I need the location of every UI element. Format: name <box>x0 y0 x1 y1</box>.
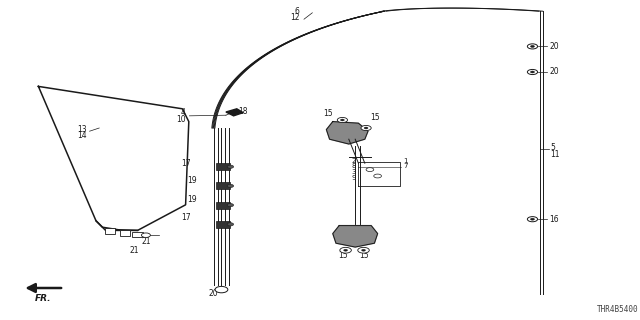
Circle shape <box>227 204 234 207</box>
Text: 4: 4 <box>180 108 186 117</box>
Text: 7: 7 <box>403 164 408 169</box>
Bar <box>120 230 130 236</box>
Circle shape <box>531 218 534 220</box>
Text: 20: 20 <box>549 68 559 76</box>
Text: 8: 8 <box>351 164 356 169</box>
Bar <box>132 232 143 237</box>
Text: 10: 10 <box>176 115 186 124</box>
Text: 1: 1 <box>403 158 408 164</box>
Text: 13: 13 <box>77 125 86 134</box>
Circle shape <box>340 247 351 253</box>
Text: 2: 2 <box>351 158 356 164</box>
Text: 6: 6 <box>294 7 300 16</box>
FancyArrowPatch shape <box>28 284 61 292</box>
Circle shape <box>344 249 348 251</box>
FancyBboxPatch shape <box>216 182 230 189</box>
Circle shape <box>141 233 150 237</box>
Polygon shape <box>333 226 378 247</box>
Circle shape <box>358 247 369 253</box>
Text: 15: 15 <box>338 252 348 260</box>
Circle shape <box>374 174 381 178</box>
Text: 3: 3 <box>351 169 356 175</box>
Text: 14: 14 <box>77 132 86 140</box>
Circle shape <box>527 217 538 222</box>
Circle shape <box>364 127 368 129</box>
Circle shape <box>527 69 538 75</box>
FancyBboxPatch shape <box>216 202 230 209</box>
Text: 11: 11 <box>550 150 560 159</box>
Circle shape <box>337 117 348 123</box>
Polygon shape <box>226 109 243 116</box>
Circle shape <box>227 223 234 226</box>
Text: 12: 12 <box>290 13 300 22</box>
Text: FR.: FR. <box>35 294 52 303</box>
Circle shape <box>531 71 534 73</box>
Text: 21: 21 <box>141 237 150 246</box>
Circle shape <box>366 168 374 172</box>
Polygon shape <box>326 122 368 144</box>
Text: 20: 20 <box>549 42 559 51</box>
Circle shape <box>531 45 534 47</box>
Text: 9: 9 <box>351 175 356 181</box>
Bar <box>105 228 115 234</box>
Text: 15: 15 <box>358 252 369 260</box>
Text: 15: 15 <box>323 109 333 118</box>
Text: 17: 17 <box>181 159 191 168</box>
Circle shape <box>227 165 234 168</box>
Circle shape <box>361 125 371 131</box>
Circle shape <box>527 44 538 49</box>
Text: 21: 21 <box>130 246 139 255</box>
Circle shape <box>340 119 344 121</box>
Text: 16: 16 <box>549 215 559 224</box>
FancyBboxPatch shape <box>216 221 230 228</box>
Text: 18: 18 <box>238 107 248 116</box>
Text: THR4B5400: THR4B5400 <box>597 305 639 314</box>
Text: 15: 15 <box>370 113 380 122</box>
Text: 5: 5 <box>550 143 556 152</box>
Circle shape <box>215 286 228 293</box>
Text: 20: 20 <box>209 289 219 298</box>
FancyBboxPatch shape <box>216 163 230 170</box>
Circle shape <box>362 249 365 251</box>
Text: 19: 19 <box>188 196 197 204</box>
Text: 19: 19 <box>188 176 197 185</box>
Text: 17: 17 <box>181 213 191 222</box>
Circle shape <box>227 184 234 188</box>
